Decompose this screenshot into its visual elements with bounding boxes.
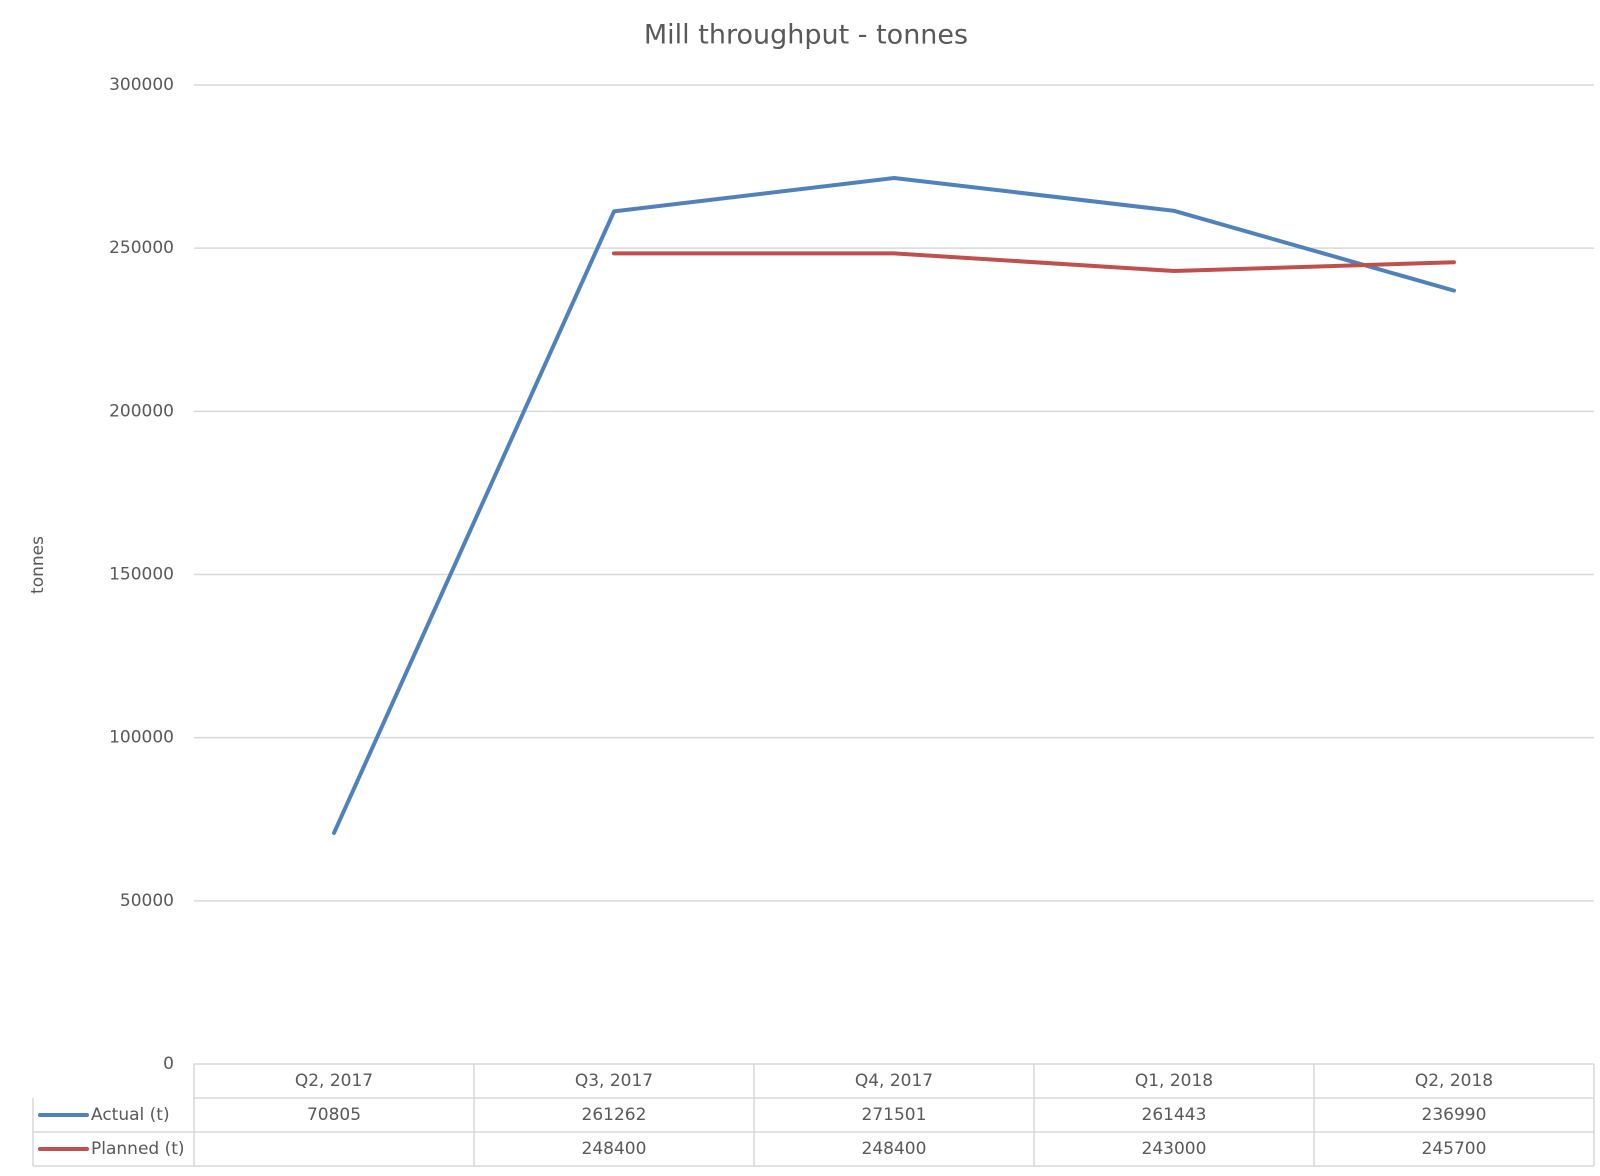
x-tick-label: Q3, 2017 (575, 1071, 653, 1091)
x-tick-label: Q2, 2017 (295, 1071, 373, 1091)
y-axis-title: tonnes (28, 536, 48, 594)
table-value: 261262 (582, 1105, 647, 1125)
legend-label: Planned (t) (91, 1139, 185, 1159)
table-value: 261443 (1142, 1105, 1207, 1125)
table-value: 248400 (582, 1139, 647, 1159)
y-tick-label: 50000 (120, 891, 174, 911)
y-tick-label: 250000 (109, 238, 174, 258)
y-tick-label: 100000 (109, 728, 174, 748)
legend-label: Actual (t) (91, 1105, 170, 1125)
y-tick-label: 300000 (109, 75, 174, 95)
y-tick-label: 0 (163, 1054, 174, 1074)
table-value: 243000 (1142, 1139, 1207, 1159)
table-value: 248400 (862, 1139, 927, 1159)
y-tick-label: 200000 (109, 401, 174, 421)
x-tick-label: Q4, 2017 (855, 1071, 933, 1091)
series-line (612, 251, 1456, 274)
table-value: 245700 (1422, 1139, 1487, 1159)
y-tick-label: 150000 (109, 565, 174, 585)
series-line (332, 176, 1456, 835)
x-tick-label: Q2, 2018 (1415, 1071, 1493, 1091)
x-tick-label: Q1, 2018 (1135, 1071, 1213, 1091)
table-value: 70805 (307, 1105, 361, 1125)
table-value: 271501 (862, 1105, 927, 1125)
table-value: 236990 (1422, 1105, 1487, 1125)
chart-title: Mill throughput - tonnes (644, 20, 968, 51)
